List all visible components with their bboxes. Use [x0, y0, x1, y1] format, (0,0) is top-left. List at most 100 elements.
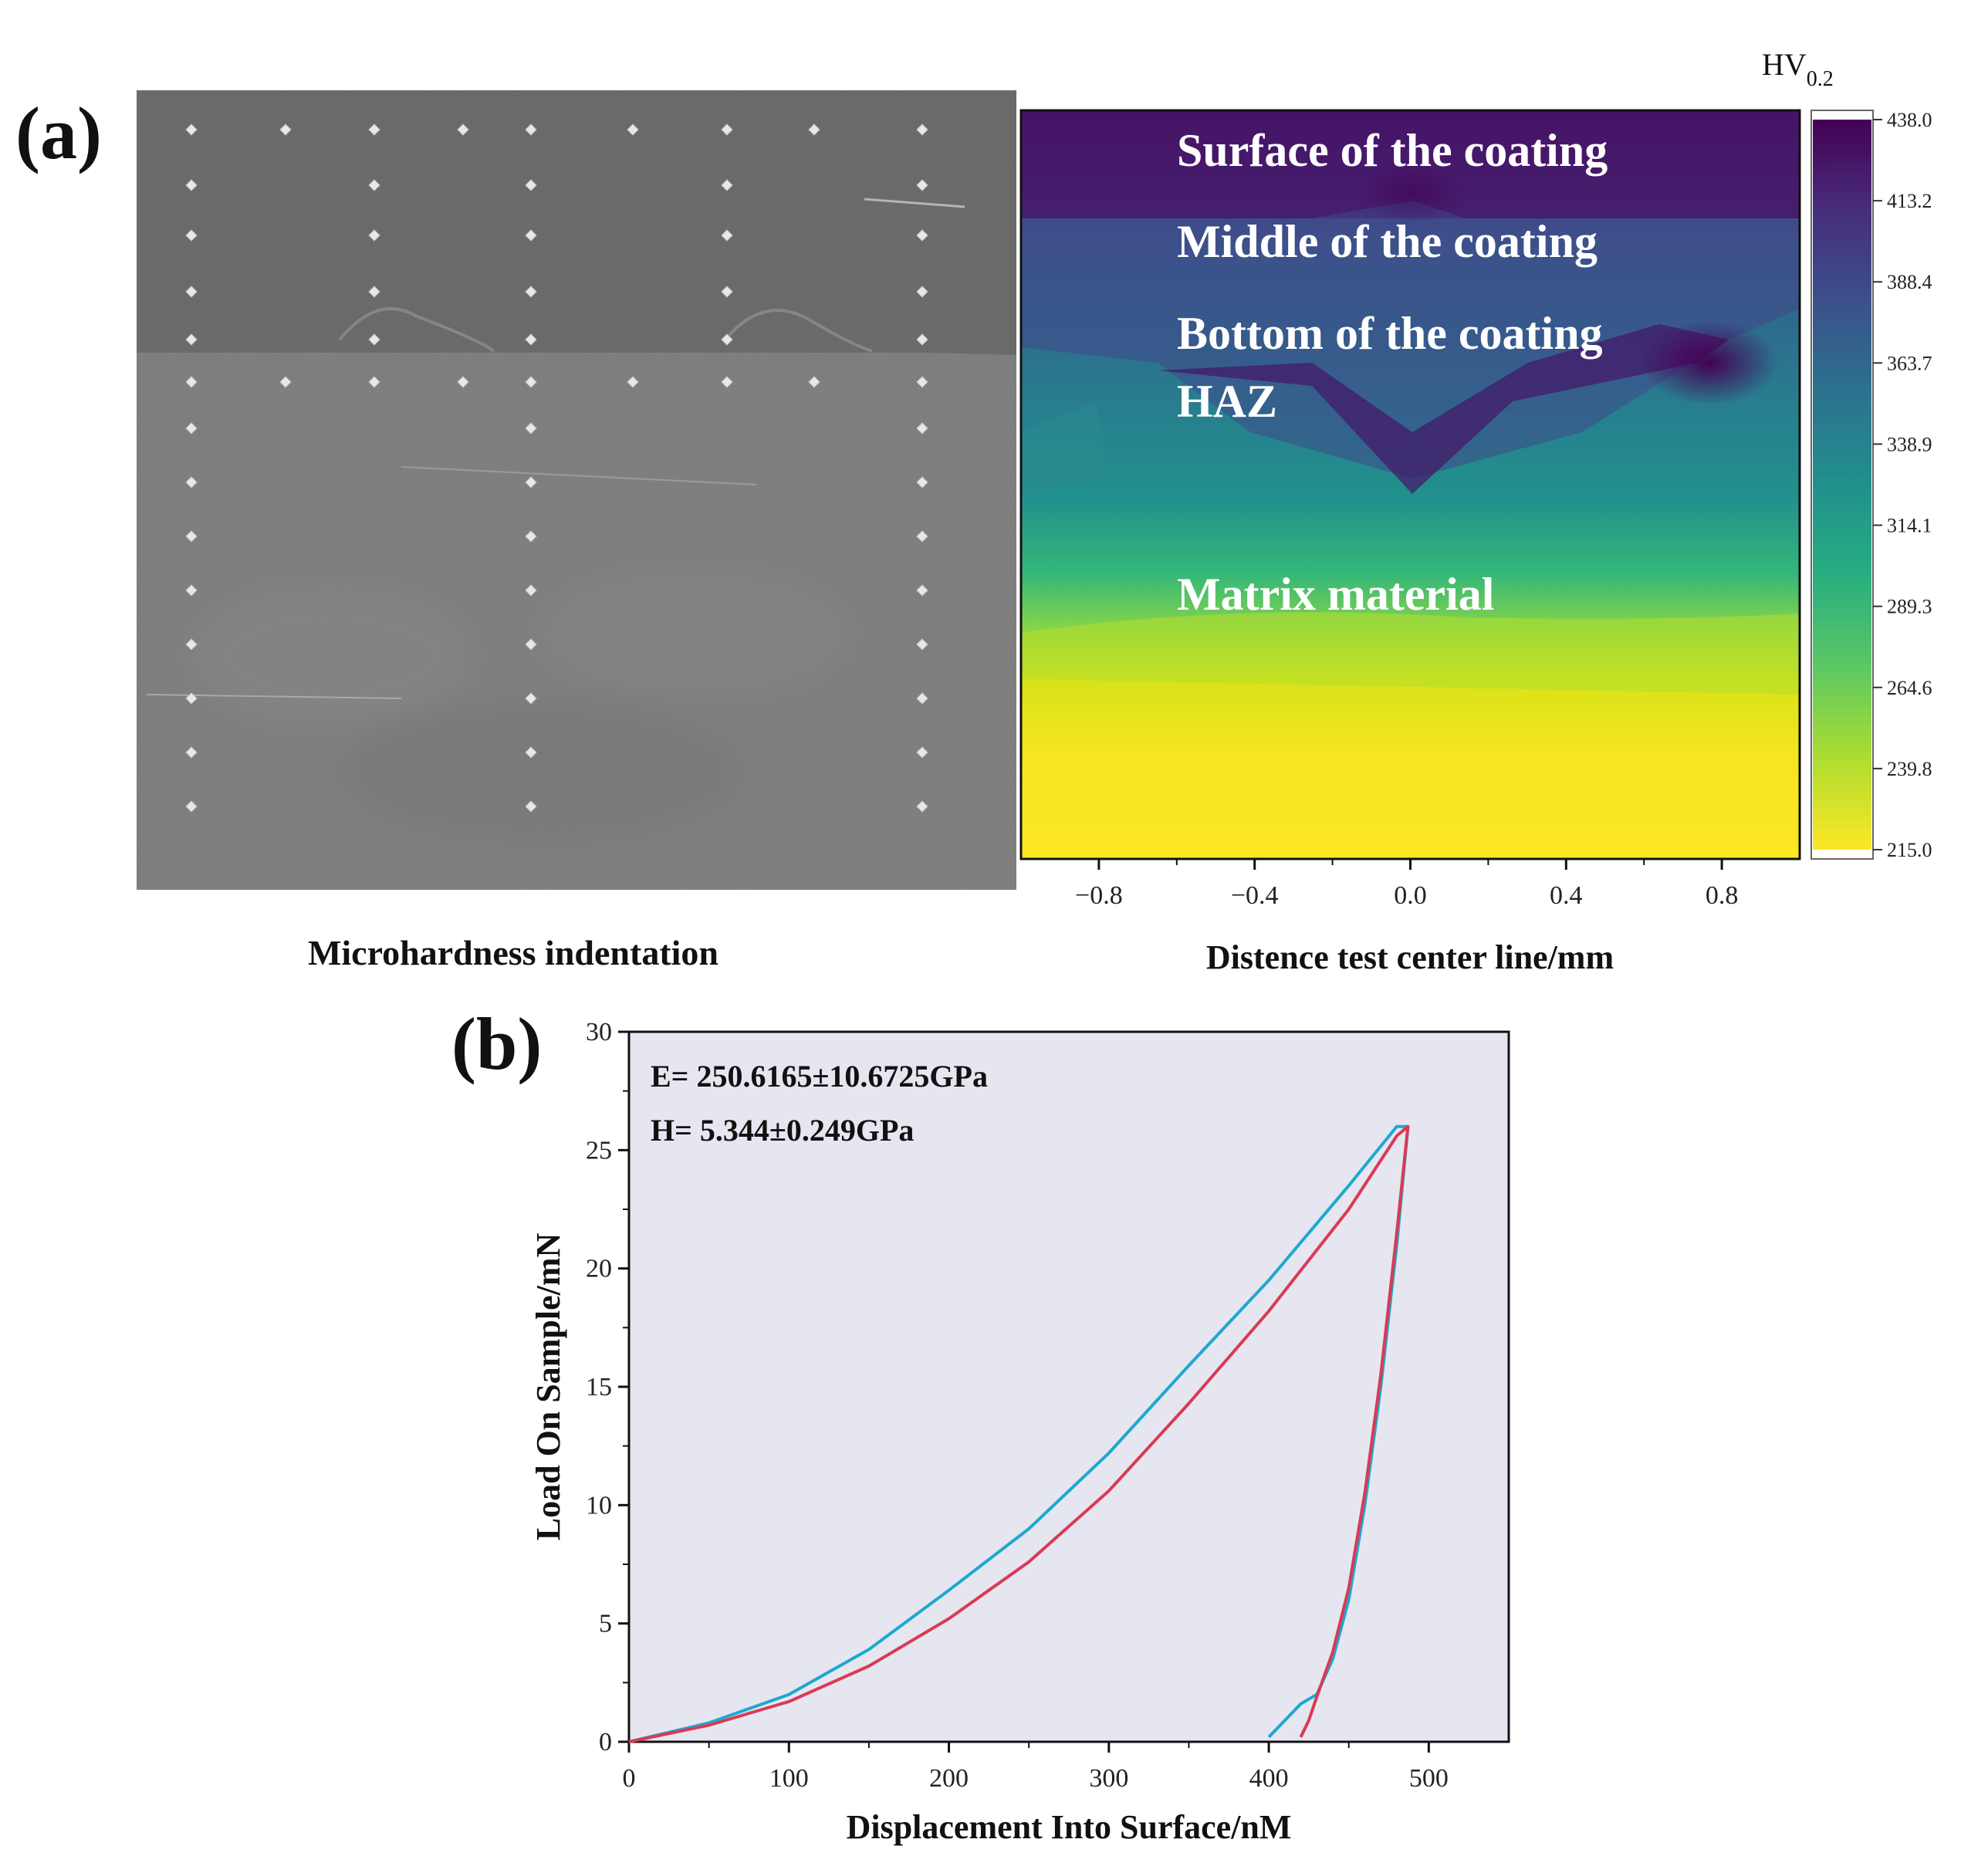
x-tick-label: 100	[769, 1764, 809, 1793]
series-line-1	[628, 1124, 1410, 1743]
y-axis-label: Load On Sample/mN	[529, 1233, 567, 1541]
indentation-mark	[916, 800, 928, 813]
indentation-mark	[185, 376, 198, 388]
x-tick-label: 400	[1249, 1764, 1289, 1793]
annotation-middle: Middle of the coating	[1177, 216, 1598, 267]
indentation-mark	[457, 123, 469, 136]
annotation-haz: HAZ	[1177, 376, 1277, 427]
y-tick-label: 10	[586, 1491, 612, 1520]
indentation-mark	[916, 123, 928, 136]
colorbar-title-sub: 0.2	[1807, 67, 1834, 91]
map-x-axis: −0.8 −0.4 0.0 0.4 0.8 Distence test center l…	[1075, 859, 1738, 976]
colorbar-tick-label: 363.7	[1887, 352, 1932, 374]
colorbar-tick-label: 314.1	[1887, 515, 1932, 537]
y-tick-label: 15	[586, 1373, 612, 1401]
map-x-tick-label: 0.8	[1706, 881, 1739, 910]
colorbar-tick-label: 215.0	[1887, 839, 1932, 861]
micrograph-caption: Microhardness indentation	[308, 933, 718, 972]
indentation-mark	[721, 376, 733, 388]
indentation-mark	[185, 422, 198, 434]
indentation-mark	[185, 179, 198, 191]
colorbar-tick-label: 388.4	[1887, 271, 1932, 293]
x-tick-label: 0	[623, 1764, 636, 1793]
indentation-mark	[916, 530, 928, 543]
indentation-mark	[279, 376, 292, 388]
indentation-mark	[185, 123, 198, 136]
indentation-mark	[525, 746, 537, 759]
indentation-mark	[525, 179, 537, 191]
y-tick-label: 20	[586, 1255, 612, 1283]
indentation-mark	[721, 333, 733, 346]
hardness-map	[1021, 110, 1800, 859]
indentation-mark	[525, 123, 537, 136]
indentation-mark	[916, 179, 928, 191]
indentation-mark	[916, 638, 928, 651]
annotation-hardness: H= 5.344±0.249GPa	[651, 1113, 914, 1148]
map-annotations: Surface of the coating Middle of the coa…	[1177, 125, 1608, 620]
series-line-2	[628, 1124, 1410, 1743]
indentation-mark	[721, 229, 733, 242]
indentation-mark	[185, 333, 198, 346]
y-tick-label: 25	[586, 1136, 612, 1165]
indentation-mark	[368, 286, 380, 298]
indentation-mark	[279, 123, 292, 136]
indentation-mark	[525, 286, 537, 298]
indentation-mark	[368, 229, 380, 242]
indentation-mark	[525, 333, 537, 346]
indentation-mark	[185, 638, 198, 651]
indentation-mark	[525, 800, 537, 813]
indentation-mark	[916, 476, 928, 489]
indentation-mark	[525, 692, 537, 705]
indentation-mark	[916, 584, 928, 597]
indentation-mark	[525, 229, 537, 242]
colorbar-tick-label: 438.0	[1887, 109, 1932, 131]
y-tick-label: 30	[586, 1018, 612, 1046]
indentation-mark	[721, 286, 733, 298]
micrograph-image	[137, 90, 1016, 890]
indentation-mark	[808, 376, 820, 388]
map-x-axis-label: Distence test center line/mm	[1206, 938, 1614, 976]
colorbar-title-main: HV	[1762, 47, 1807, 82]
y-tick-label: 5	[599, 1610, 612, 1638]
indentation-mark	[525, 530, 537, 543]
colorbar-tick-label: 239.8	[1887, 758, 1932, 780]
map-x-tick-label: −0.8	[1075, 881, 1123, 910]
indentation-mark	[368, 123, 380, 136]
indentation-mark	[808, 123, 820, 136]
indentation-mark	[916, 376, 928, 388]
panel-a-label: (a)	[15, 92, 102, 174]
indentation-mark	[525, 422, 537, 434]
indentation-mark	[185, 476, 198, 489]
indentation-mark	[525, 638, 537, 651]
colorbar-title: HV0.2	[1762, 47, 1834, 91]
indentation-mark	[185, 746, 198, 759]
colorbar-tick-label: 338.9	[1887, 433, 1932, 455]
colorbar: HV0.2 438.0 413.2 388.4 363.7 338.9 314.1 289.…	[1762, 47, 1932, 861]
indentation-mark	[185, 584, 198, 597]
indentation-mark	[627, 123, 639, 136]
annotation-bottom: Bottom of the coating	[1177, 308, 1603, 359]
indentation-mark	[916, 286, 928, 298]
indentation-mark	[185, 692, 198, 705]
indentation-mark	[525, 584, 537, 597]
load-displacement-chart: 0 5 10 15 20 25 30 0 100 200 300 400 500 E= 250.616…	[529, 1018, 1510, 1846]
colorbar-tick-label: 289.3	[1887, 596, 1932, 618]
x-tick-label: 200	[929, 1764, 969, 1793]
indentation-mark	[627, 376, 639, 388]
annotation-modulus: E= 250.6165±10.6725GPa	[651, 1059, 988, 1094]
plot-area	[627, 1030, 1510, 1743]
indentation-mark	[916, 422, 928, 434]
indentation-mark	[721, 123, 733, 136]
indentation-mark	[368, 179, 380, 191]
y-tick-label: 0	[599, 1728, 612, 1756]
annotation-matrix: Matrix material	[1177, 569, 1494, 620]
x-tick-label: 300	[1089, 1764, 1128, 1793]
x-axis-label: Displacement Into Surface/nM	[847, 1808, 1292, 1846]
map-x-tick-label: −0.4	[1231, 881, 1279, 910]
indentation-mark	[525, 376, 537, 388]
indentation-mark	[721, 179, 733, 191]
map-x-tick-label: 0.0	[1394, 881, 1427, 910]
indentation-mark	[916, 746, 928, 759]
panel-b-label: (b)	[451, 1002, 542, 1085]
indentation-mark	[368, 333, 380, 346]
